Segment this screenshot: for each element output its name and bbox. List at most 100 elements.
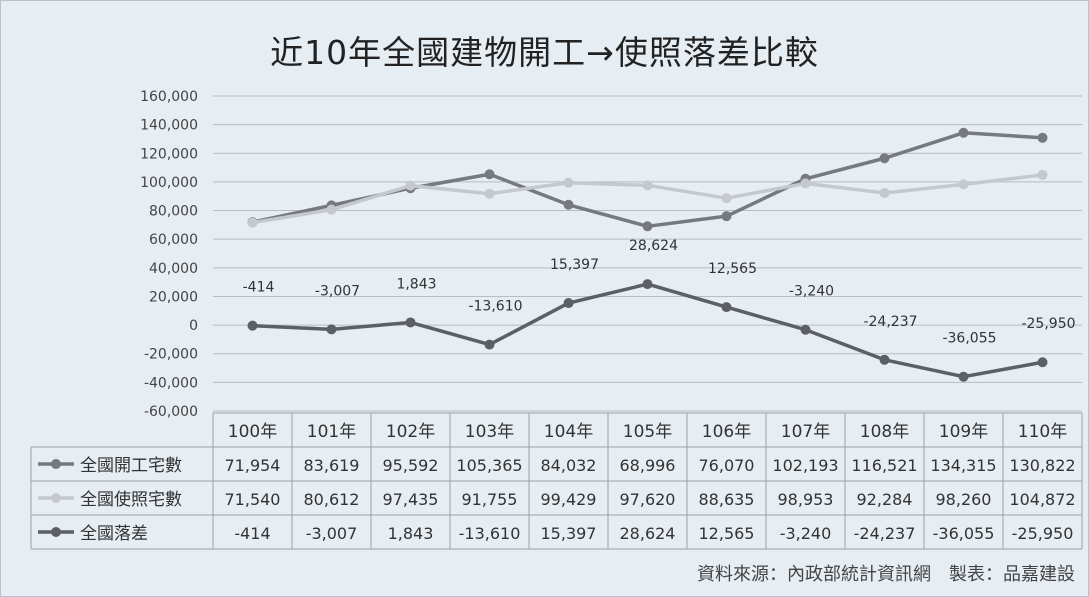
x-tick-label: 107年 [781,422,830,442]
x-tick-label: 104年 [544,422,593,442]
table-cell: 84,032 [541,456,597,475]
data-point [563,298,574,309]
data-point [958,179,969,190]
data-label: -36,055 [942,331,996,347]
data-point [563,199,574,210]
data-point [721,193,732,204]
x-tick-label: 103年 [465,422,514,442]
data-label: -25,950 [1021,316,1075,332]
table-cell: 71,540 [225,490,281,509]
table-cell: 116,521 [851,456,917,475]
data-point [642,221,653,232]
table-cell: -3,240 [780,524,832,543]
data-point [247,217,258,228]
table-cell: 99,429 [541,490,597,509]
data-point [958,371,969,382]
y-tick-label: 0 [189,318,198,334]
table-cell: -414 [234,524,270,543]
data-label: -13,610 [468,299,522,315]
table-cell: 83,619 [304,456,360,475]
data-label: -24,237 [863,314,917,330]
y-tick-label: 60,000 [149,232,198,248]
data-point [484,339,495,350]
table-cell: 15,397 [541,524,597,543]
y-tick-label: -60,000 [144,404,198,420]
data-point [879,187,890,198]
table-cell: -3,007 [306,524,358,543]
x-tick-label: 102年 [386,422,435,442]
table-cell: 104,872 [1009,490,1075,509]
table-cell: 97,435 [383,490,439,509]
data-label: -3,240 [789,284,834,300]
x-tick-label: 109年 [939,422,988,442]
y-tick-label: 80,000 [149,204,198,220]
table-cell: -36,055 [933,524,995,543]
data-point [405,317,416,328]
data-point [1037,169,1048,180]
data-point [326,204,337,215]
table-cell: 71,954 [225,456,281,475]
table-cell: 68,996 [620,456,676,475]
table-cell: 97,620 [620,490,676,509]
y-tick-label: -20,000 [144,347,198,363]
table-cell: 98,260 [936,490,992,509]
y-tick-label: 120,000 [140,146,198,162]
table-cell: 91,755 [462,490,518,509]
data-point [563,177,574,188]
series-line-3 [252,282,1043,379]
y-tick-label: 160,000 [140,89,198,105]
table-cell: -25,950 [1012,524,1074,543]
x-tick-label: 100年 [228,422,277,442]
legend-label: 全國落差 [80,524,148,544]
legend-label: 全國使照宅數 [80,489,182,510]
x-tick-label: 105年 [623,422,672,442]
x-tick-label: 108年 [860,422,909,442]
table-cell: 105,365 [456,456,522,475]
table-cell: 134,315 [930,456,996,475]
data-point [247,320,258,331]
data-label: 12,565 [708,261,757,277]
data-point [405,180,416,191]
table-cell: 76,070 [699,456,755,475]
legend-marker [51,527,61,537]
source-note: 資料來源：內政部統計資訊網 製表：品嘉建設 [697,564,1075,585]
data-point [642,180,653,191]
data-point [800,324,811,335]
table-cell: 88,635 [699,490,755,509]
data-label: 15,397 [550,257,599,273]
y-tick-label: 20,000 [149,289,198,305]
data-point [721,211,732,222]
table-cell: 28,624 [620,524,676,543]
table-cell: 12,565 [699,524,755,543]
data-point [800,178,811,189]
table-cell: -24,237 [854,524,916,543]
x-tick-label: 101年 [307,422,356,442]
data-point [958,127,969,138]
data-point [484,188,495,199]
data-label: 28,624 [629,238,678,254]
data-label: -3,007 [315,283,360,299]
y-tick-label: 100,000 [140,175,198,191]
data-point [1037,357,1048,368]
legend-marker [51,459,61,469]
series-line-1 [252,131,1043,229]
data-point [642,279,653,290]
data-point [879,153,890,164]
y-tick-label: 40,000 [149,261,198,277]
data-point [879,354,890,365]
y-tick-label: 140,000 [140,118,198,134]
data-point [1037,132,1048,143]
table-cell: -13,610 [459,524,521,543]
table-cell: 102,193 [772,456,838,475]
x-tick-label: 106年 [702,422,751,442]
data-point [326,324,337,335]
table-cell: 92,284 [857,490,913,509]
data-label: 1,843 [396,276,436,292]
table-cell: 95,592 [383,456,439,475]
chart-title: 近10年全國建物開工→使照落差比較 [270,33,819,72]
legend-marker [51,493,61,503]
data-point [484,169,495,180]
x-tick-label: 110年 [1018,422,1067,442]
